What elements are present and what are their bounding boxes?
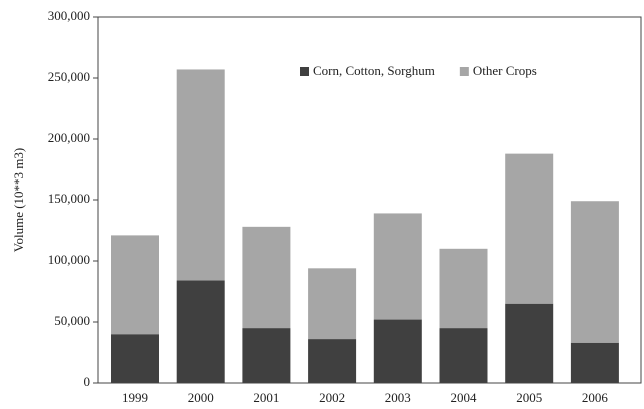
y-tick-label: 100,000	[48, 252, 90, 267]
bar-segment	[242, 328, 291, 383]
bar-segment	[308, 268, 357, 340]
y-tick-label: 300,000	[48, 8, 90, 23]
x-tick-label: 2000	[188, 390, 214, 405]
x-tick-label: 1999	[122, 390, 148, 405]
bar-segment	[505, 303, 554, 383]
bar-segment	[111, 334, 159, 383]
bar-segment	[570, 342, 619, 383]
legend-swatch	[300, 67, 309, 76]
bar-segment	[570, 201, 619, 343]
y-tick-label: 50,000	[54, 313, 90, 328]
x-tick-label: 2004	[451, 390, 478, 405]
y-tick-label: 250,000	[48, 69, 90, 84]
bar-segment	[373, 213, 422, 320]
bar-segment	[176, 280, 225, 383]
legend-swatch	[459, 67, 469, 76]
y-tick-label: 200,000	[48, 130, 90, 145]
y-tick-label: 150,000	[48, 191, 90, 206]
bar-segment	[111, 235, 159, 335]
x-tick-label: 2005	[516, 390, 542, 405]
bar-segment	[308, 339, 357, 383]
x-tick-label: 2003	[385, 390, 411, 405]
bar-segment	[439, 328, 488, 383]
x-tick-label: 2002	[319, 390, 345, 405]
x-tick-label: 2001	[253, 390, 279, 405]
bar-segment	[176, 69, 225, 281]
y-tick-label: 0	[84, 374, 91, 389]
bar-segment	[242, 226, 291, 329]
bar-segment	[505, 153, 554, 304]
legend-label: Corn, Cotton, Sorghum	[313, 63, 435, 78]
y-axis-label: Volume (10**3 m3)	[11, 148, 26, 252]
bar-segment	[373, 319, 422, 383]
x-tick-label: 2006	[582, 390, 609, 405]
legend-label: Other Crops	[473, 63, 537, 78]
bar-segment	[439, 248, 488, 329]
